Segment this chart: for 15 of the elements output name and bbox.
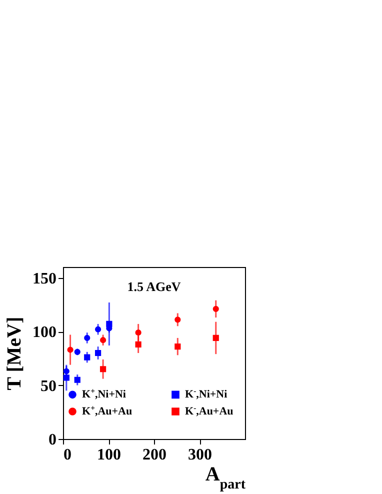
- x-axis-title: A$_{part}$: [205, 464, 246, 492]
- x-tick-label: 300: [188, 446, 212, 464]
- annotation: 1.5 AGeV: [127, 279, 182, 294]
- legend-label: K$^{+}$,Ni+Ni: [82, 386, 126, 401]
- legend-label: K$^{-}$,Au+Au: [185, 403, 234, 418]
- y-axis-title: T [MeV]: [4, 316, 26, 390]
- y-tick-label: 150: [32, 270, 56, 288]
- x-tick-label: 100: [97, 446, 121, 464]
- x-tick-label: 0: [64, 446, 72, 464]
- y-tick-label: 100: [32, 324, 56, 341]
- legend-label: K$^{+}$,Au+Au: [82, 403, 132, 418]
- y-tick-label: 0: [48, 432, 56, 448]
- legend-label: K$^{-}$,Ni+Ni: [185, 386, 228, 401]
- y-tick-label: 50: [40, 378, 56, 395]
- x-tick-label: 200: [142, 446, 166, 464]
